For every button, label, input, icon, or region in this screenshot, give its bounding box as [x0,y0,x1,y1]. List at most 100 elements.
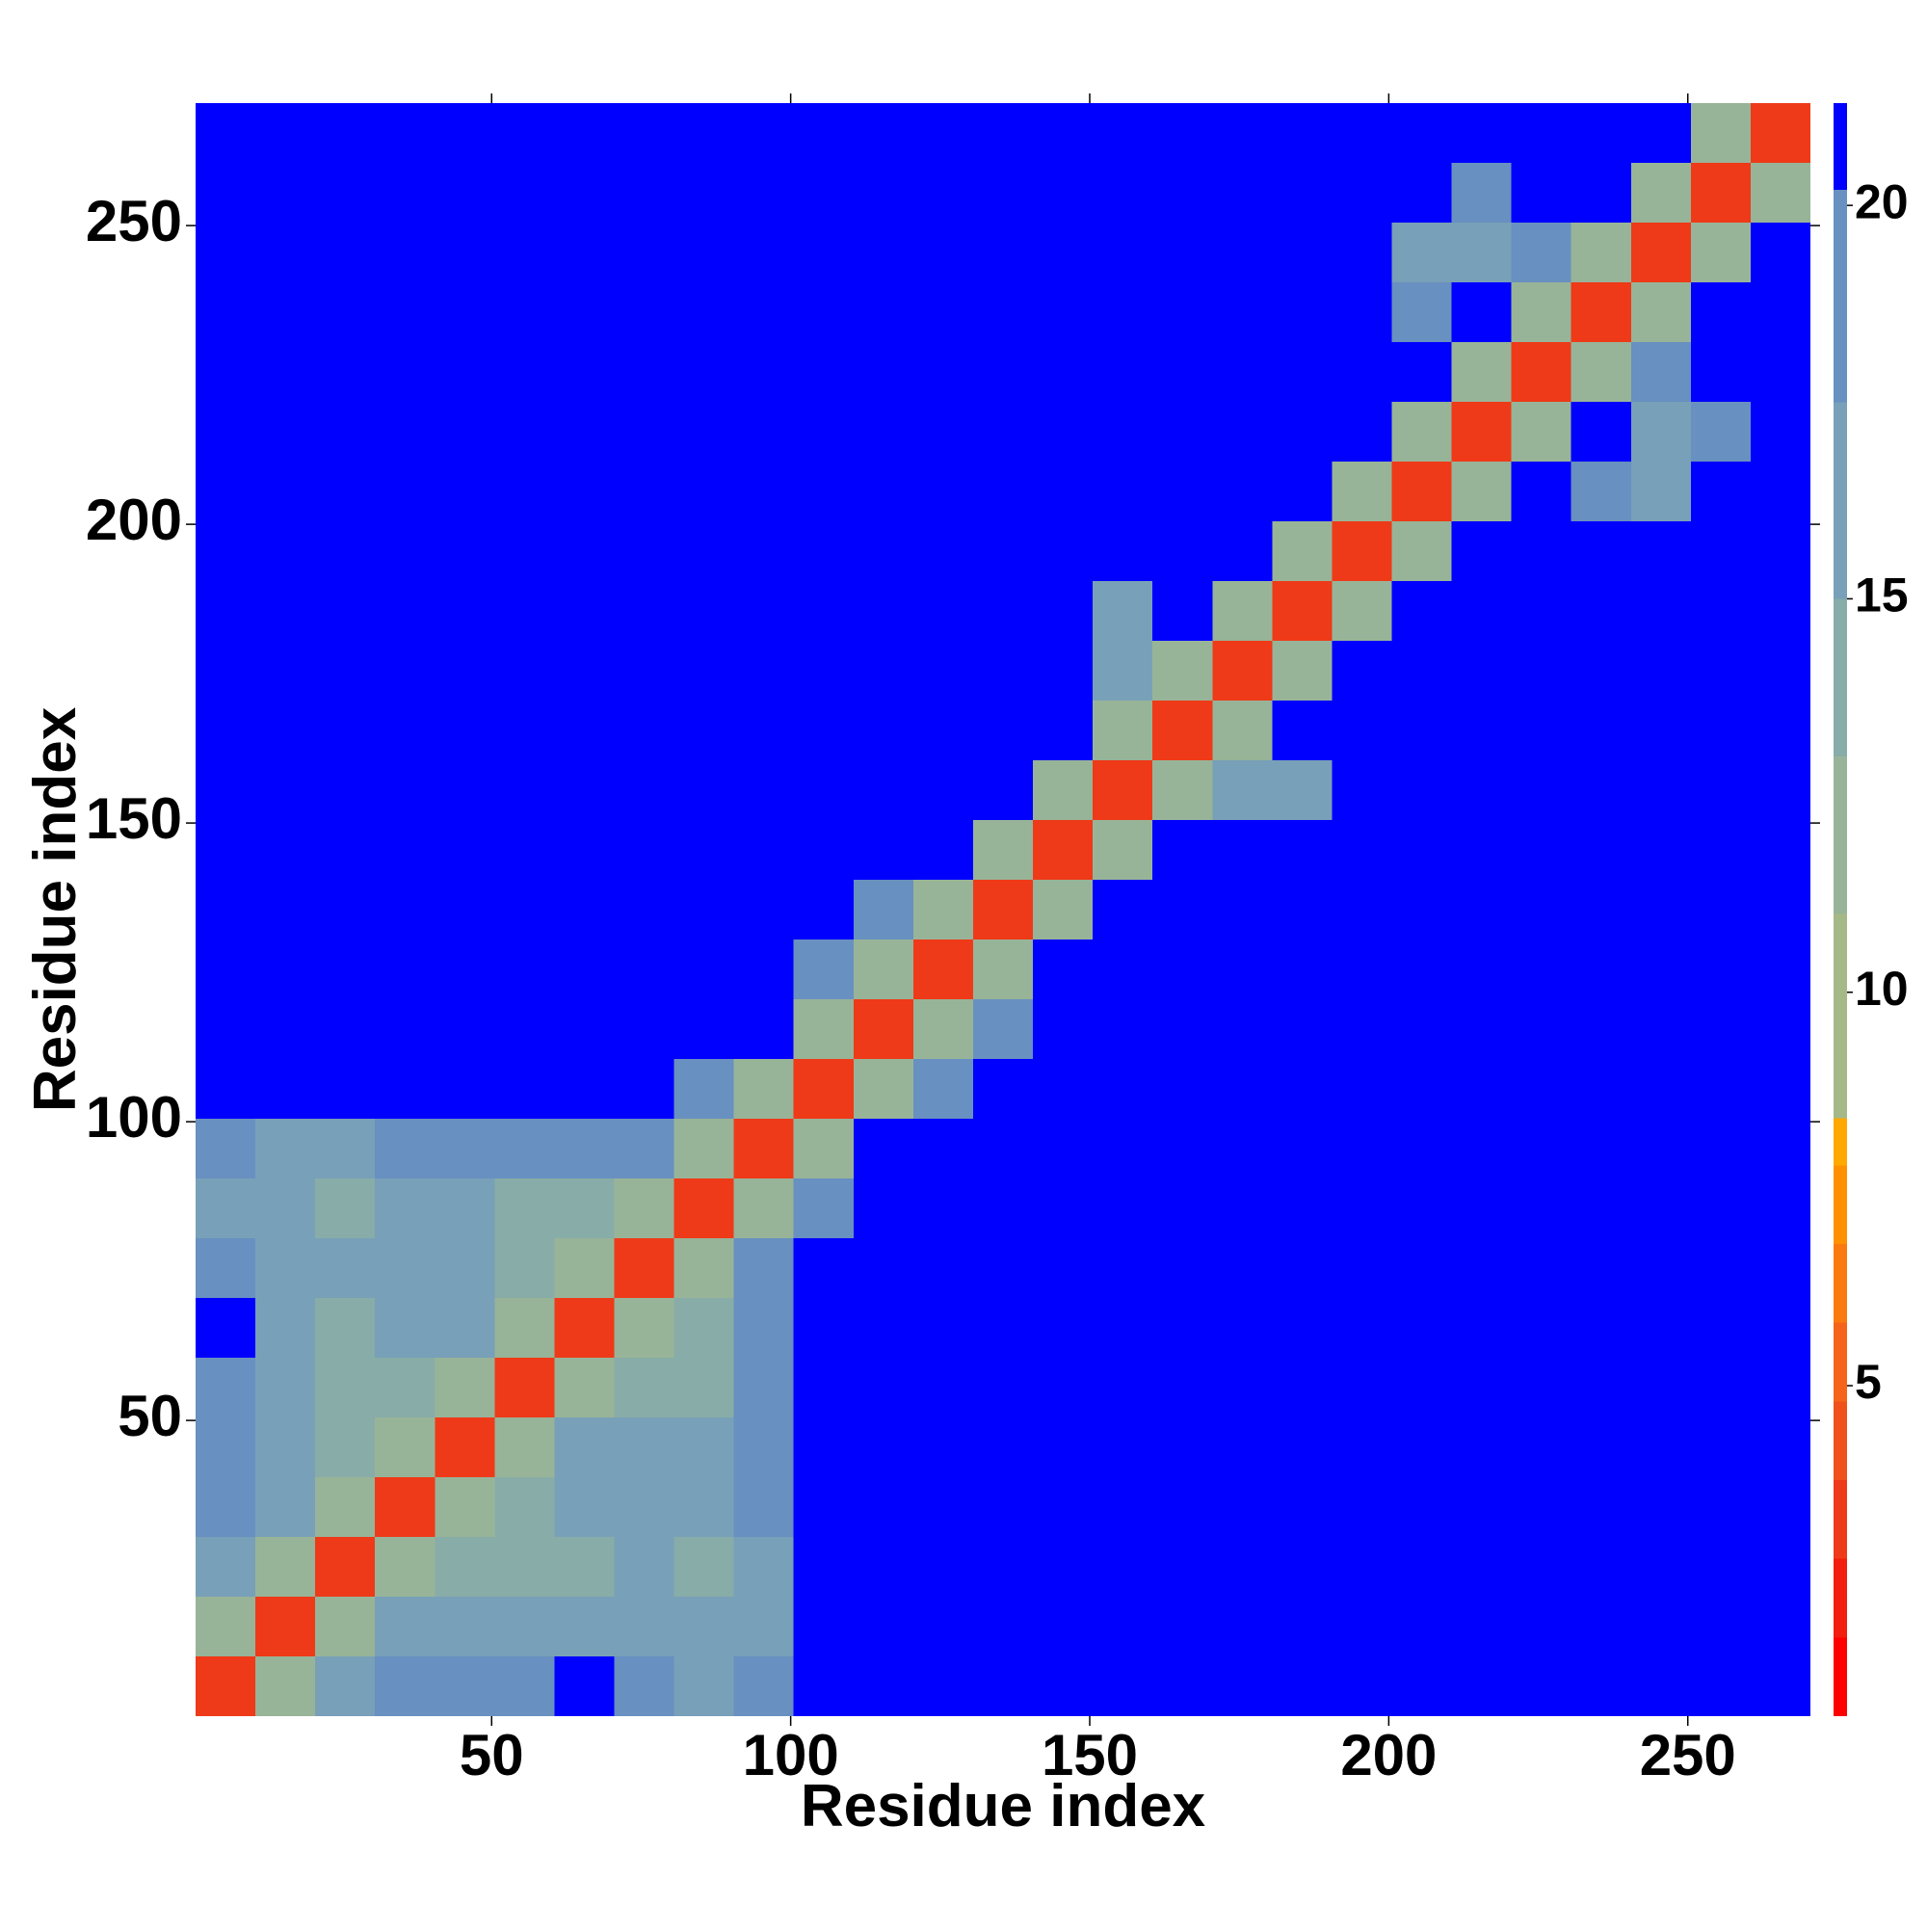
heat-cell [1212,1417,1273,1477]
heat-cell [196,641,256,701]
heat-cell [1690,1178,1751,1238]
heat-cell [375,1417,436,1477]
heat-cell [196,462,256,521]
heat-cell [315,1537,376,1597]
heat-cell [912,1119,973,1178]
heat-cell [255,223,316,282]
heat-cell [1571,1238,1631,1298]
heat-cell [1451,342,1512,402]
heat-cell [614,701,674,760]
heat-cell [1451,521,1512,581]
heat-cell [1033,1656,1094,1716]
colorbar-segment [1834,1118,1847,1166]
heat-cell [1152,521,1213,581]
heat-cell [255,103,316,163]
heat-cell [494,940,555,999]
heat-cell [912,282,973,342]
heat-cell [1332,163,1392,223]
heat-cell [1212,163,1273,223]
heat-cell [494,1656,555,1716]
heat-cell [1630,223,1691,282]
colorbar-tick-label: 10 [1855,962,1909,1016]
heat-cell [255,282,316,342]
heat-cell [315,940,376,999]
heat-cell [673,1597,734,1656]
heat-cell [255,521,316,581]
heat-cell [1750,940,1810,999]
heat-cell [912,1477,973,1537]
heat-cell [1511,641,1571,701]
heat-cell [972,521,1034,581]
heat-cell [972,462,1034,521]
heat-cell [196,940,256,999]
heat-cell [972,1238,1034,1298]
heat-cell [1690,1119,1751,1178]
heat-cell [1630,342,1691,402]
heat-cell [972,641,1034,701]
heat-cell [435,521,495,581]
heat-cell [1630,820,1691,880]
heat-cell [1033,701,1094,760]
heat-cell [435,1417,495,1477]
heat-cell [1750,223,1810,282]
heat-cell [1630,1537,1691,1597]
heat-cell [1332,1059,1392,1119]
heat-cell [1212,1059,1273,1119]
heat-cell [1750,282,1810,342]
heat-cell [1571,1417,1631,1477]
heat-cell [1391,1059,1452,1119]
heat-cell [315,1597,376,1656]
heat-cell [1451,760,1512,820]
heat-cell [315,1656,376,1716]
heat-cell [494,1597,555,1656]
heat-cell [554,1178,615,1238]
heat-cell [375,1597,436,1656]
heat-cell [1152,103,1213,163]
heat-cell [1272,1119,1333,1178]
heat-cell [315,1238,376,1298]
heat-cell [1332,342,1392,402]
heat-cell [1630,103,1691,163]
heat-cell [494,581,555,641]
heat-cell [375,1298,436,1358]
heat-cell [673,1358,734,1417]
heat-cell [315,701,376,760]
heat-cell [315,402,376,462]
heat-cell [1391,282,1452,342]
heat-cell [1690,999,1751,1059]
heat-cell [375,999,436,1059]
heat-cell [315,103,376,163]
heat-cell [733,1656,794,1716]
heat-cell [1033,1597,1094,1656]
heat-cell [554,163,615,223]
heat-cell [1033,940,1094,999]
heat-cell [673,462,734,521]
heat-cell [1152,760,1213,820]
heat-cell [1630,1477,1691,1537]
heat-cell [853,1477,913,1537]
heat-cell [1093,760,1153,820]
heat-cell [1511,1477,1571,1537]
heat-cell [435,1477,495,1537]
heat-cell [1272,641,1333,701]
heat-cell [554,402,615,462]
heat-cell [673,1477,734,1537]
heat-cell [375,1059,436,1119]
heat-cell [1750,1656,1810,1716]
heat-cell [1571,1358,1631,1417]
heat-cell [196,402,256,462]
heat-cell [315,1119,376,1178]
heat-cell [1152,1059,1213,1119]
heat-cell [1093,999,1153,1059]
heat-cell [733,462,794,521]
colorbar-segment [1834,913,1847,1119]
heat-cell [1152,1597,1213,1656]
heat-cell [1690,223,1751,282]
heat-cell [435,1597,495,1656]
heat-cell [614,760,674,820]
heat-cell [196,1656,256,1716]
heat-cell [733,1119,794,1178]
heat-cell [1451,1178,1512,1238]
heat-cell [733,1537,794,1597]
heat-cell [1033,880,1094,940]
